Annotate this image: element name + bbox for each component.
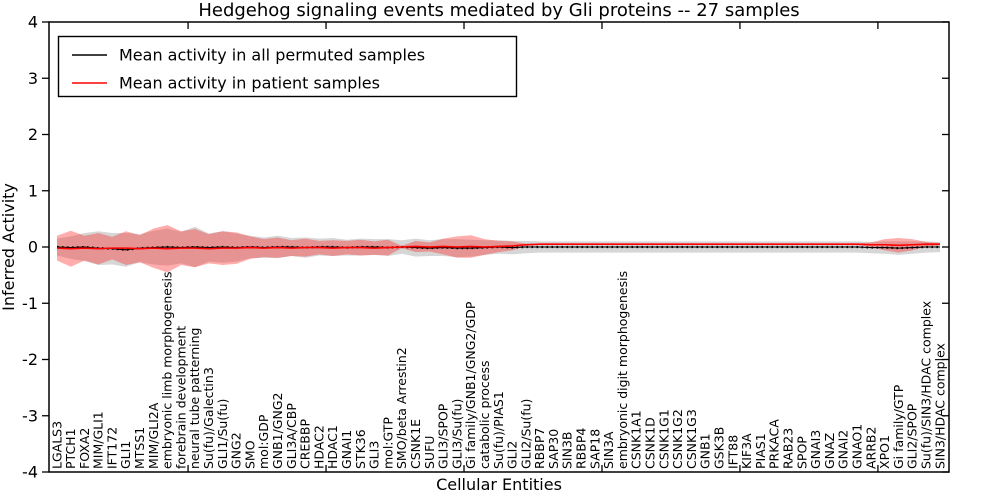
patient-mean-line	[56, 243, 940, 250]
x-category-label: GLI2/Su(fu)	[518, 399, 533, 469]
patient-std-band	[57, 225, 940, 273]
x-category-label: GLI2/SPOP	[905, 403, 920, 469]
chart-title: Hedgehog signaling events mediated by Gl…	[198, 0, 799, 21]
x-category-label: GNB1	[698, 433, 713, 469]
x-category-label: IFT88	[725, 435, 740, 469]
x-category-label: XPO1	[877, 435, 892, 469]
x-category-label: GNB1/GNG2	[270, 393, 285, 469]
y-tick-label: 2	[28, 125, 38, 144]
y-tick-label: 4	[28, 13, 38, 32]
x-category-label: embryonic limb morphogenesis	[160, 272, 175, 469]
legend-label-permuted: Mean activity in all permuted samples	[119, 46, 425, 65]
x-category-label: SPOP	[794, 436, 809, 469]
x-category-label: GLI1/Su(fu)	[215, 399, 230, 469]
x-category-label: GLI3	[367, 441, 382, 469]
x-category-label: GNG2	[229, 432, 244, 469]
x-category-label: HDAC2	[311, 425, 326, 469]
x-category-label: CSNK1G3	[684, 409, 699, 469]
x-category-label: MIM/GLI1	[91, 411, 106, 469]
y-axis-title: Inferred Activity	[0, 183, 18, 311]
x-category-label: GNAI1	[339, 430, 354, 469]
x-category-label: SIN3/HDAC complex	[932, 343, 947, 469]
x-category-label: catabolic process	[477, 360, 492, 469]
x-category-label: CSNK1E	[408, 419, 423, 469]
x-category-label: SIN3B	[560, 432, 575, 470]
y-tick-label: 0	[28, 238, 38, 257]
x-category-label: CSNK1A1	[629, 410, 644, 469]
x-category-label: SAP30	[546, 429, 561, 469]
x-category-label: FOXA2	[77, 428, 92, 469]
x-category-label: GNAO1	[849, 424, 864, 469]
y-tick-label: -4	[22, 463, 38, 482]
legend: Mean activity in all permuted samples Me…	[57, 35, 518, 98]
x-category-label: mol:GDP	[256, 414, 271, 469]
x-category-label: Su(fu)/PIAS1	[491, 391, 506, 469]
legend-box	[57, 35, 518, 98]
x-category-label: mol:GTP	[380, 417, 395, 469]
y-tick-label: 1	[28, 181, 38, 200]
legend-label-patient: Mean activity in patient samples	[119, 74, 380, 93]
y-tick-label: -3	[22, 406, 38, 425]
x-category-label: neural tube patterning	[187, 328, 202, 469]
x-category-label: KIF3A	[739, 433, 754, 469]
y-tick-label: -2	[22, 350, 38, 369]
x-axis-title: Cellular Entities	[436, 475, 562, 494]
permuted-mean-dots	[56, 245, 940, 251]
x-category-label: RAB23	[780, 428, 795, 469]
x-category-label: CSNK1D	[643, 417, 658, 469]
x-category-label: GNAI3	[808, 430, 823, 469]
x-category-label: Su(fu)/Galectin3	[201, 367, 216, 469]
x-category-label: GNAI2	[836, 430, 851, 469]
x-category-label: SUFU	[422, 436, 437, 469]
x-category-label: STK36	[353, 429, 368, 469]
x-category-label: GNAZ	[822, 433, 837, 469]
x-category-label: Gi family/GNB1/GNG2/GDP	[463, 301, 478, 469]
x-category-label: SMO	[242, 440, 257, 469]
x-category-label: GSK3B	[712, 427, 727, 469]
x-category-label: GLI3A/CBP	[284, 403, 299, 469]
x-category-label: CSNK1G1	[656, 409, 671, 469]
x-category-label: LGALS3	[49, 421, 64, 469]
y-tick-label: -1	[22, 294, 38, 313]
x-category-label: MTSS1	[132, 427, 147, 469]
x-category-label: MIM/GLI2A	[146, 402, 161, 469]
axes-spines	[48, 21, 950, 473]
x-category-label: GLI3/SPOP	[436, 403, 451, 469]
x-category-label: SIN3A	[601, 431, 616, 469]
x-category-label: Gi family/GTP	[891, 384, 906, 469]
x-category-label: ARRB2	[863, 427, 878, 469]
x-category-label: GLI1	[118, 441, 133, 469]
x-category-label: PTCH1	[63, 428, 78, 469]
x-category-label: SAP18	[587, 429, 602, 469]
x-category-label: CSNK1G2	[670, 409, 685, 469]
x-category-label: PIAS1	[753, 433, 768, 469]
x-category-label: GLI3/Su(fu)	[449, 399, 464, 469]
x-category-label: embryonic digit morphogenesis	[615, 271, 630, 469]
plot-area: -4-3-2-101234LGALS3PTCH1FOXA2MIM/GLI1IFT…	[22, 13, 950, 482]
y-tick-label: 3	[28, 69, 38, 88]
x-category-label: SMO/beta Arrestin2	[394, 347, 409, 469]
x-category-label: RBBP4	[574, 428, 589, 469]
x-category-label: forebrain development	[173, 326, 188, 469]
x-category-label: Su(fu)/SIN3/HDAC complex	[918, 301, 933, 469]
x-category-label: IFT172	[104, 427, 119, 469]
x-category-label: PRKACA	[767, 419, 782, 469]
x-category-label: GLI2	[505, 441, 520, 469]
x-category-label: RBBP7	[532, 428, 547, 469]
x-category-label: HDAC1	[325, 425, 340, 469]
x-category-label: CREBBP	[298, 419, 313, 469]
